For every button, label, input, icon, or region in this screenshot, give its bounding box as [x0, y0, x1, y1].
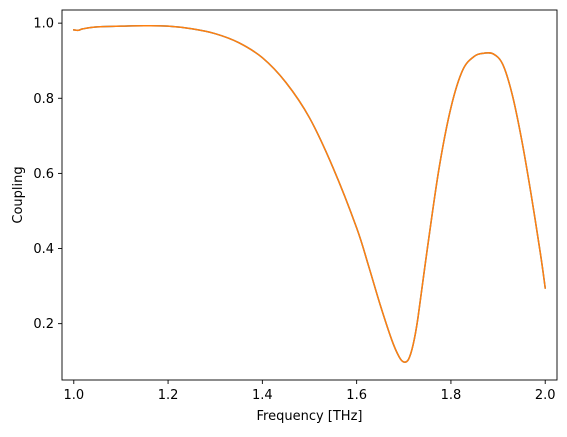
plot-background [62, 10, 557, 380]
y-axis: 0.2 0.4 0.6 0.8 1.0 [33, 17, 62, 332]
y-tick-label: 0.8 [33, 92, 54, 107]
y-tick-label: 0.2 [33, 317, 54, 332]
x-axis: 1.0 1.2 1.4 1.6 1.8 2.0 [63, 380, 556, 403]
y-tick-label: 1.0 [33, 17, 54, 32]
x-tick-label: 2.0 [535, 388, 556, 403]
x-tick-label: 1.8 [441, 388, 462, 403]
x-tick-label: 1.4 [252, 388, 273, 403]
x-tick-label: 1.2 [158, 388, 179, 403]
y-tick-label: 0.6 [33, 167, 54, 182]
x-axis-label: Frequency [THz] [257, 409, 363, 424]
series-layer [72, 25, 547, 363]
y-tick-label: 0.4 [33, 242, 54, 257]
series-line-2 [72, 25, 547, 363]
x-tick-label: 1.0 [63, 388, 84, 403]
plot-frame [61, 9, 558, 381]
x-tick-label: 1.6 [346, 388, 367, 403]
y-axis-label: Coupling [11, 166, 26, 223]
